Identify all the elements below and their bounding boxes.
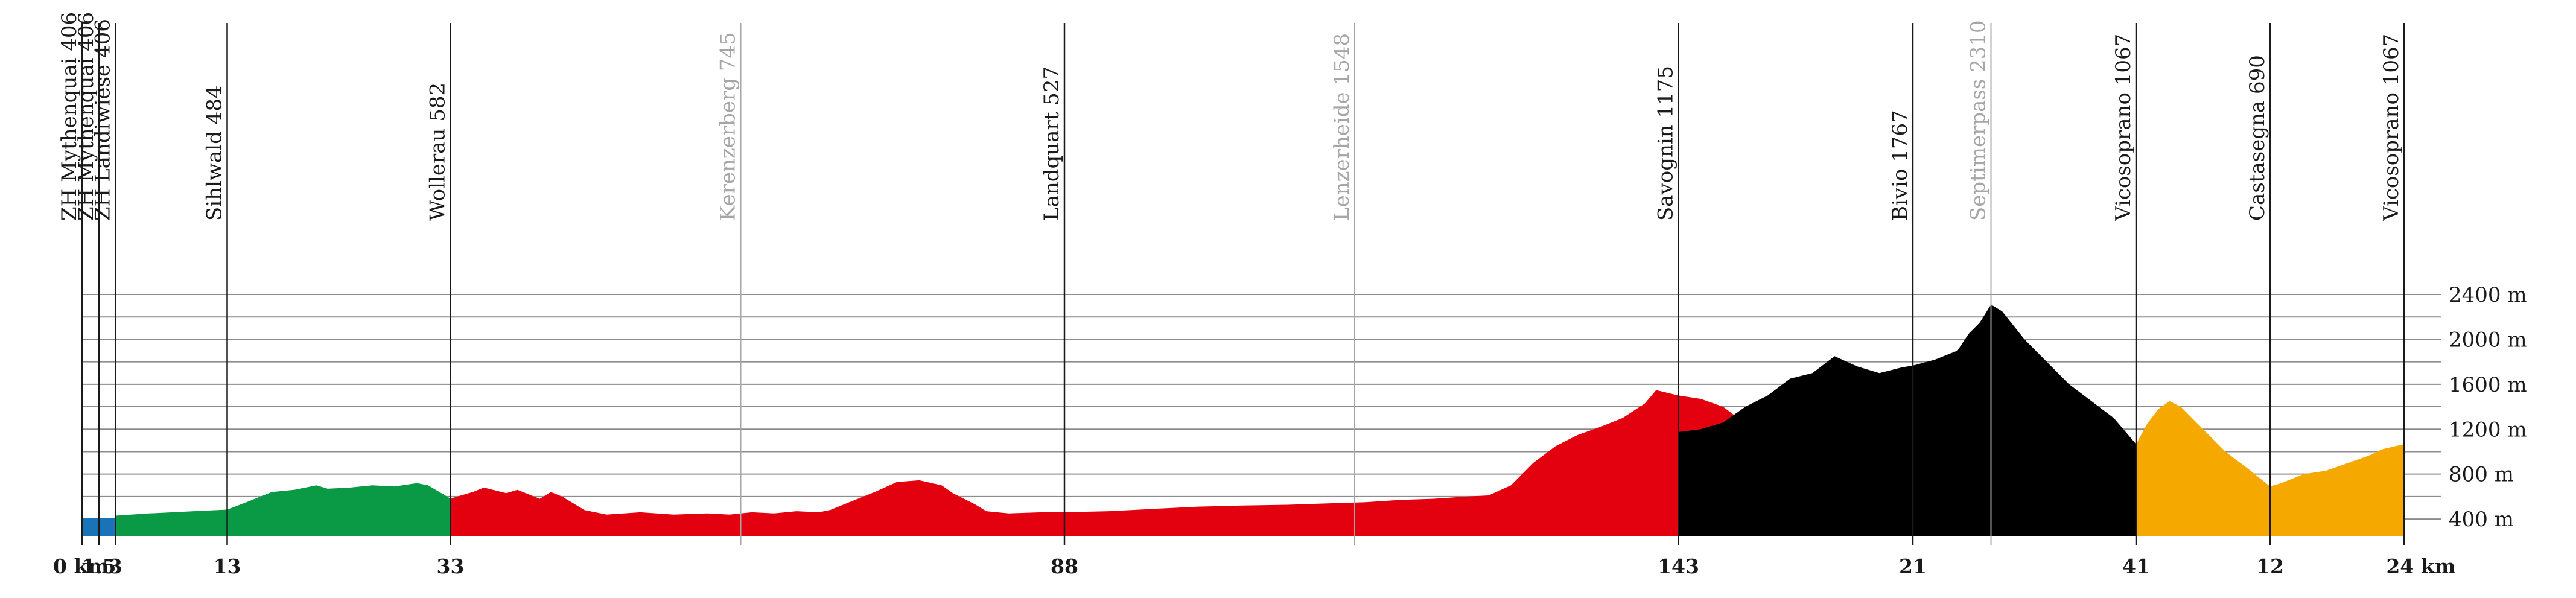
waypoint-label: Vicosoprano 1067 — [2379, 34, 2403, 221]
elevation-segment-3 — [450, 390, 1969, 536]
waypoint-label: Sihlwald 484 — [203, 85, 227, 221]
x-tick-label: 33 — [437, 555, 465, 578]
elevation-segment-2 — [115, 483, 451, 536]
x-tick-label: 3 — [109, 555, 122, 578]
x-tick-label: 24 km — [2386, 555, 2455, 578]
waypoint-label: Landquart 527 — [1040, 66, 1064, 221]
elevation-segment-4 — [1678, 304, 2136, 536]
x-tick-label: 88 — [1051, 555, 1078, 578]
waypoint-label: Wollerau 582 — [426, 83, 450, 221]
waypoint-label: ZH Mythenquai 406 — [74, 12, 98, 221]
x-tick-label: 0 km — [53, 555, 109, 578]
y-axis-ticks: 400 m 800 m 1200 m 1600 m 2000 m 2400 m — [2449, 283, 2527, 532]
waypoint-label: Vicosoprano 1067 — [2111, 34, 2136, 221]
x-tick-label: 21 — [1899, 555, 1927, 578]
waypoint-label: ZH Mythenquai 406 — [57, 12, 81, 221]
waypoint-label: Septimerpass 2310 — [1967, 20, 1991, 221]
y-tick-label: 2000 m — [2449, 328, 2527, 352]
y-tick-label: 1200 m — [2449, 418, 2527, 442]
y-tick-label: 400 m — [2449, 507, 2514, 532]
y-tick-label: 1600 m — [2449, 373, 2527, 397]
x-tick-label: 41 — [2122, 555, 2150, 578]
waypoint-label: Savognin 1175 — [1654, 66, 1678, 221]
waypoint-label: ZH Landiwiese 406 — [91, 19, 115, 221]
waypoint-label: Kerenzerberg 745 — [716, 32, 740, 221]
waypoint-label: Castasegna 690 — [2245, 55, 2269, 221]
x-axis-ticks: 0 km1.53 13 33 88 143 21 41 12 24 km — [53, 555, 2456, 578]
x-tick-label: 143 — [1658, 555, 1699, 578]
y-tick-label: 800 m — [2449, 463, 2514, 487]
x-tick-label: 1.5 — [81, 555, 116, 578]
x-tick-label: 13 — [214, 555, 241, 578]
elevation-segment-5 — [2136, 401, 2404, 536]
x-tick-label: 12 — [2256, 555, 2284, 578]
y-tick-label: 2400 m — [2449, 283, 2527, 307]
waypoint-label: Bivio 1767 — [1888, 110, 1912, 221]
waypoint-label: Lenzerheide 1548 — [1330, 33, 1354, 221]
elevation-areas — [82, 304, 2404, 536]
